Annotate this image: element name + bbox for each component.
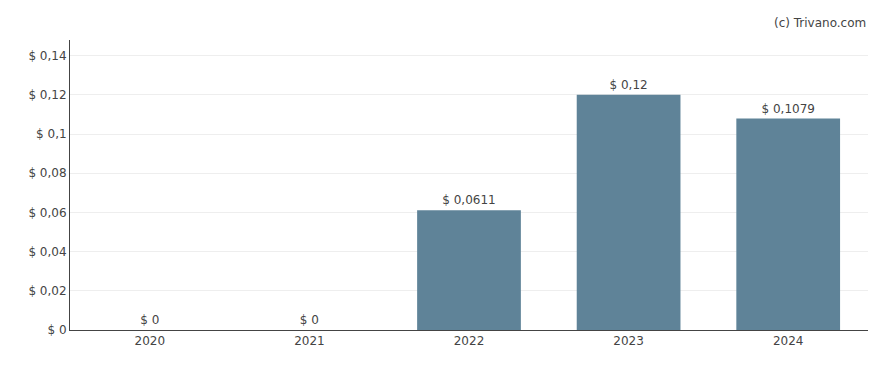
- svg-text:$ 0,14: $ 0,14: [28, 49, 66, 63]
- svg-text:2024: 2024: [773, 334, 804, 348]
- svg-text:$ 0: $ 0: [300, 313, 319, 327]
- svg-text:(c) Trivano.com: (c) Trivano.com: [774, 16, 866, 30]
- svg-text:$ 0,1: $ 0,1: [36, 127, 67, 141]
- svg-text:$ 0,12: $ 0,12: [610, 78, 648, 92]
- svg-text:$ 0,02: $ 0,02: [28, 284, 66, 298]
- svg-text:$ 0,06: $ 0,06: [28, 206, 66, 220]
- svg-text:$ 0,12: $ 0,12: [28, 88, 66, 102]
- svg-text:$ 0,1079: $ 0,1079: [761, 102, 814, 116]
- svg-text:2022: 2022: [454, 334, 485, 348]
- svg-text:2021: 2021: [294, 334, 325, 348]
- svg-text:$ 0: $ 0: [140, 313, 159, 327]
- svg-text:$ 0,04: $ 0,04: [28, 245, 66, 259]
- svg-text:2023: 2023: [613, 334, 644, 348]
- svg-text:$ 0: $ 0: [48, 323, 67, 337]
- svg-text:$ 0,0611: $ 0,0611: [442, 193, 495, 207]
- svg-text:$ 0,08: $ 0,08: [28, 166, 66, 180]
- svg-text:2020: 2020: [135, 334, 166, 348]
